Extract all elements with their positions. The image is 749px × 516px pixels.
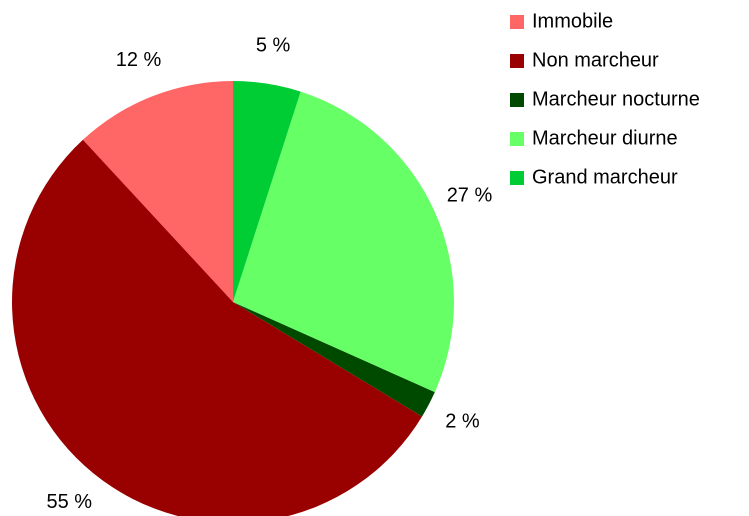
pie-slice xyxy=(12,139,423,516)
legend-swatch xyxy=(510,54,524,68)
data-label: 2 % xyxy=(445,410,480,432)
legend-label: Immobile xyxy=(532,10,613,32)
pie-slice xyxy=(233,91,455,393)
legend-swatch xyxy=(510,132,524,146)
legend-swatch xyxy=(510,171,524,185)
data-label: 27 % xyxy=(447,185,493,207)
legend-label: Non marcheur xyxy=(532,49,659,71)
data-label: 12 % xyxy=(116,49,162,71)
data-label: 5 % xyxy=(256,34,291,56)
legend-swatch xyxy=(510,93,524,107)
legend-label: Marcheur diurne xyxy=(532,127,678,149)
legend-swatch xyxy=(510,15,524,29)
pie-slice xyxy=(82,81,233,302)
data-label: 55 % xyxy=(46,491,92,513)
pie-slice xyxy=(233,81,301,302)
pie-slice xyxy=(233,302,435,417)
legend-label: Marcheur nocturne xyxy=(532,88,700,110)
legend-label: Grand marcheur xyxy=(532,166,678,188)
